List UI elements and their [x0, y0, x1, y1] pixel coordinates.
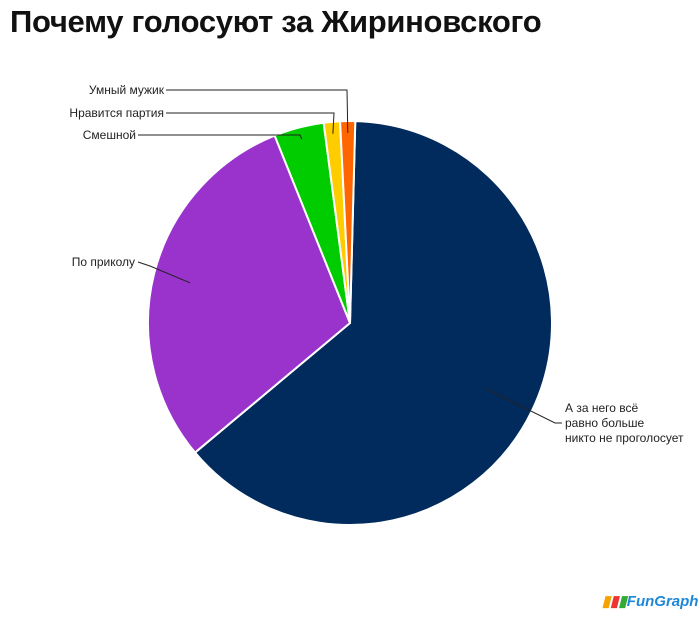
- leader-line: [166, 112, 335, 134]
- fungraph-logo: ▮▮▮FunGraph: [602, 593, 699, 610]
- slice-label: По приколу: [72, 255, 135, 269]
- logo-text: FunGraph: [626, 593, 699, 610]
- slice-label: Нравится партия: [69, 106, 164, 120]
- slice-label: Умный мужик: [89, 83, 165, 97]
- slice-label: А за него всё равно больше никто не прогол…: [565, 401, 684, 445]
- chart-title: Почему голосуют за Жириновского: [10, 4, 542, 39]
- pie-slice: [193, 120, 553, 526]
- pie-slice: [147, 134, 352, 454]
- leader-line: [137, 261, 191, 284]
- leader-line: [484, 387, 562, 424]
- leader-line: [138, 134, 303, 140]
- leader-line: [166, 89, 349, 134]
- slice-label: Смешной: [83, 128, 136, 142]
